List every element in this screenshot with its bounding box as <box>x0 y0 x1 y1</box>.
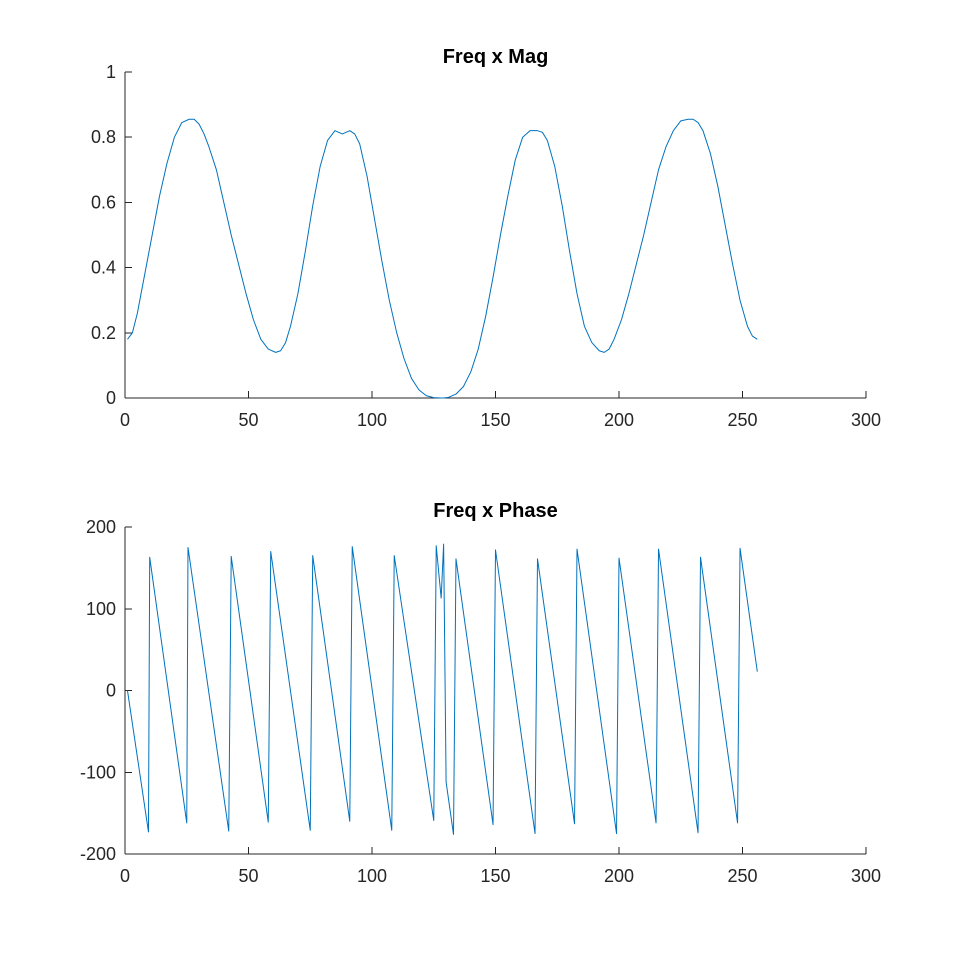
x-tick-label: 300 <box>851 410 881 430</box>
series-line <box>126 543 758 835</box>
x-tick-label: 0 <box>120 866 130 886</box>
x-tick-label: 150 <box>480 866 510 886</box>
plot-area: 0 50 100 150 200 250 300 0 0.2 0.4 0.6 0.8 1 <box>91 62 881 430</box>
y-tick-label: 0 <box>106 388 116 408</box>
x-tick-label: 200 <box>604 410 634 430</box>
subplot-magnitude: Freq x Mag 0 50 100 150 200 250 30000.20.40.60… <box>91 46 881 430</box>
x-tick-label: 150 <box>480 410 510 430</box>
y-tick-label: -100 <box>80 762 116 782</box>
plot-area: 0 50 100 150 200 250 300 -200 -100 0 100 200 <box>80 517 881 886</box>
chart-title: Freq x Mag <box>443 46 549 68</box>
y-tick-label: 0.8 <box>91 127 116 147</box>
y-tick-label: 0.6 <box>91 192 116 212</box>
series-line <box>127 118 758 399</box>
chart-title: Freq x Phase <box>433 500 558 522</box>
x-tick-label: 250 <box>727 866 757 886</box>
x-tick-label: 100 <box>357 866 387 886</box>
x-tick-label: 50 <box>238 410 258 430</box>
y-tick-label: 100 <box>86 599 116 619</box>
x-tick-label: 100 <box>357 410 387 430</box>
x-tick-label: 0 <box>120 410 130 430</box>
y-tick-label: 200 <box>86 517 116 537</box>
y-tick-label: 0.2 <box>91 323 116 343</box>
x-tick-label: 300 <box>851 866 881 886</box>
y-tick-label: 0 <box>106 681 116 701</box>
subplot-phase: Freq x Phase 0 50 100 150 200 250 300-200-1000… <box>80 500 881 886</box>
x-tick-label: 250 <box>727 410 757 430</box>
y-tick-label: 0.4 <box>91 258 116 278</box>
x-tick-label: 200 <box>604 866 634 886</box>
y-tick-label: -200 <box>80 844 116 864</box>
x-tick-label: 50 <box>238 866 258 886</box>
y-tick-label: 1 <box>106 62 116 82</box>
